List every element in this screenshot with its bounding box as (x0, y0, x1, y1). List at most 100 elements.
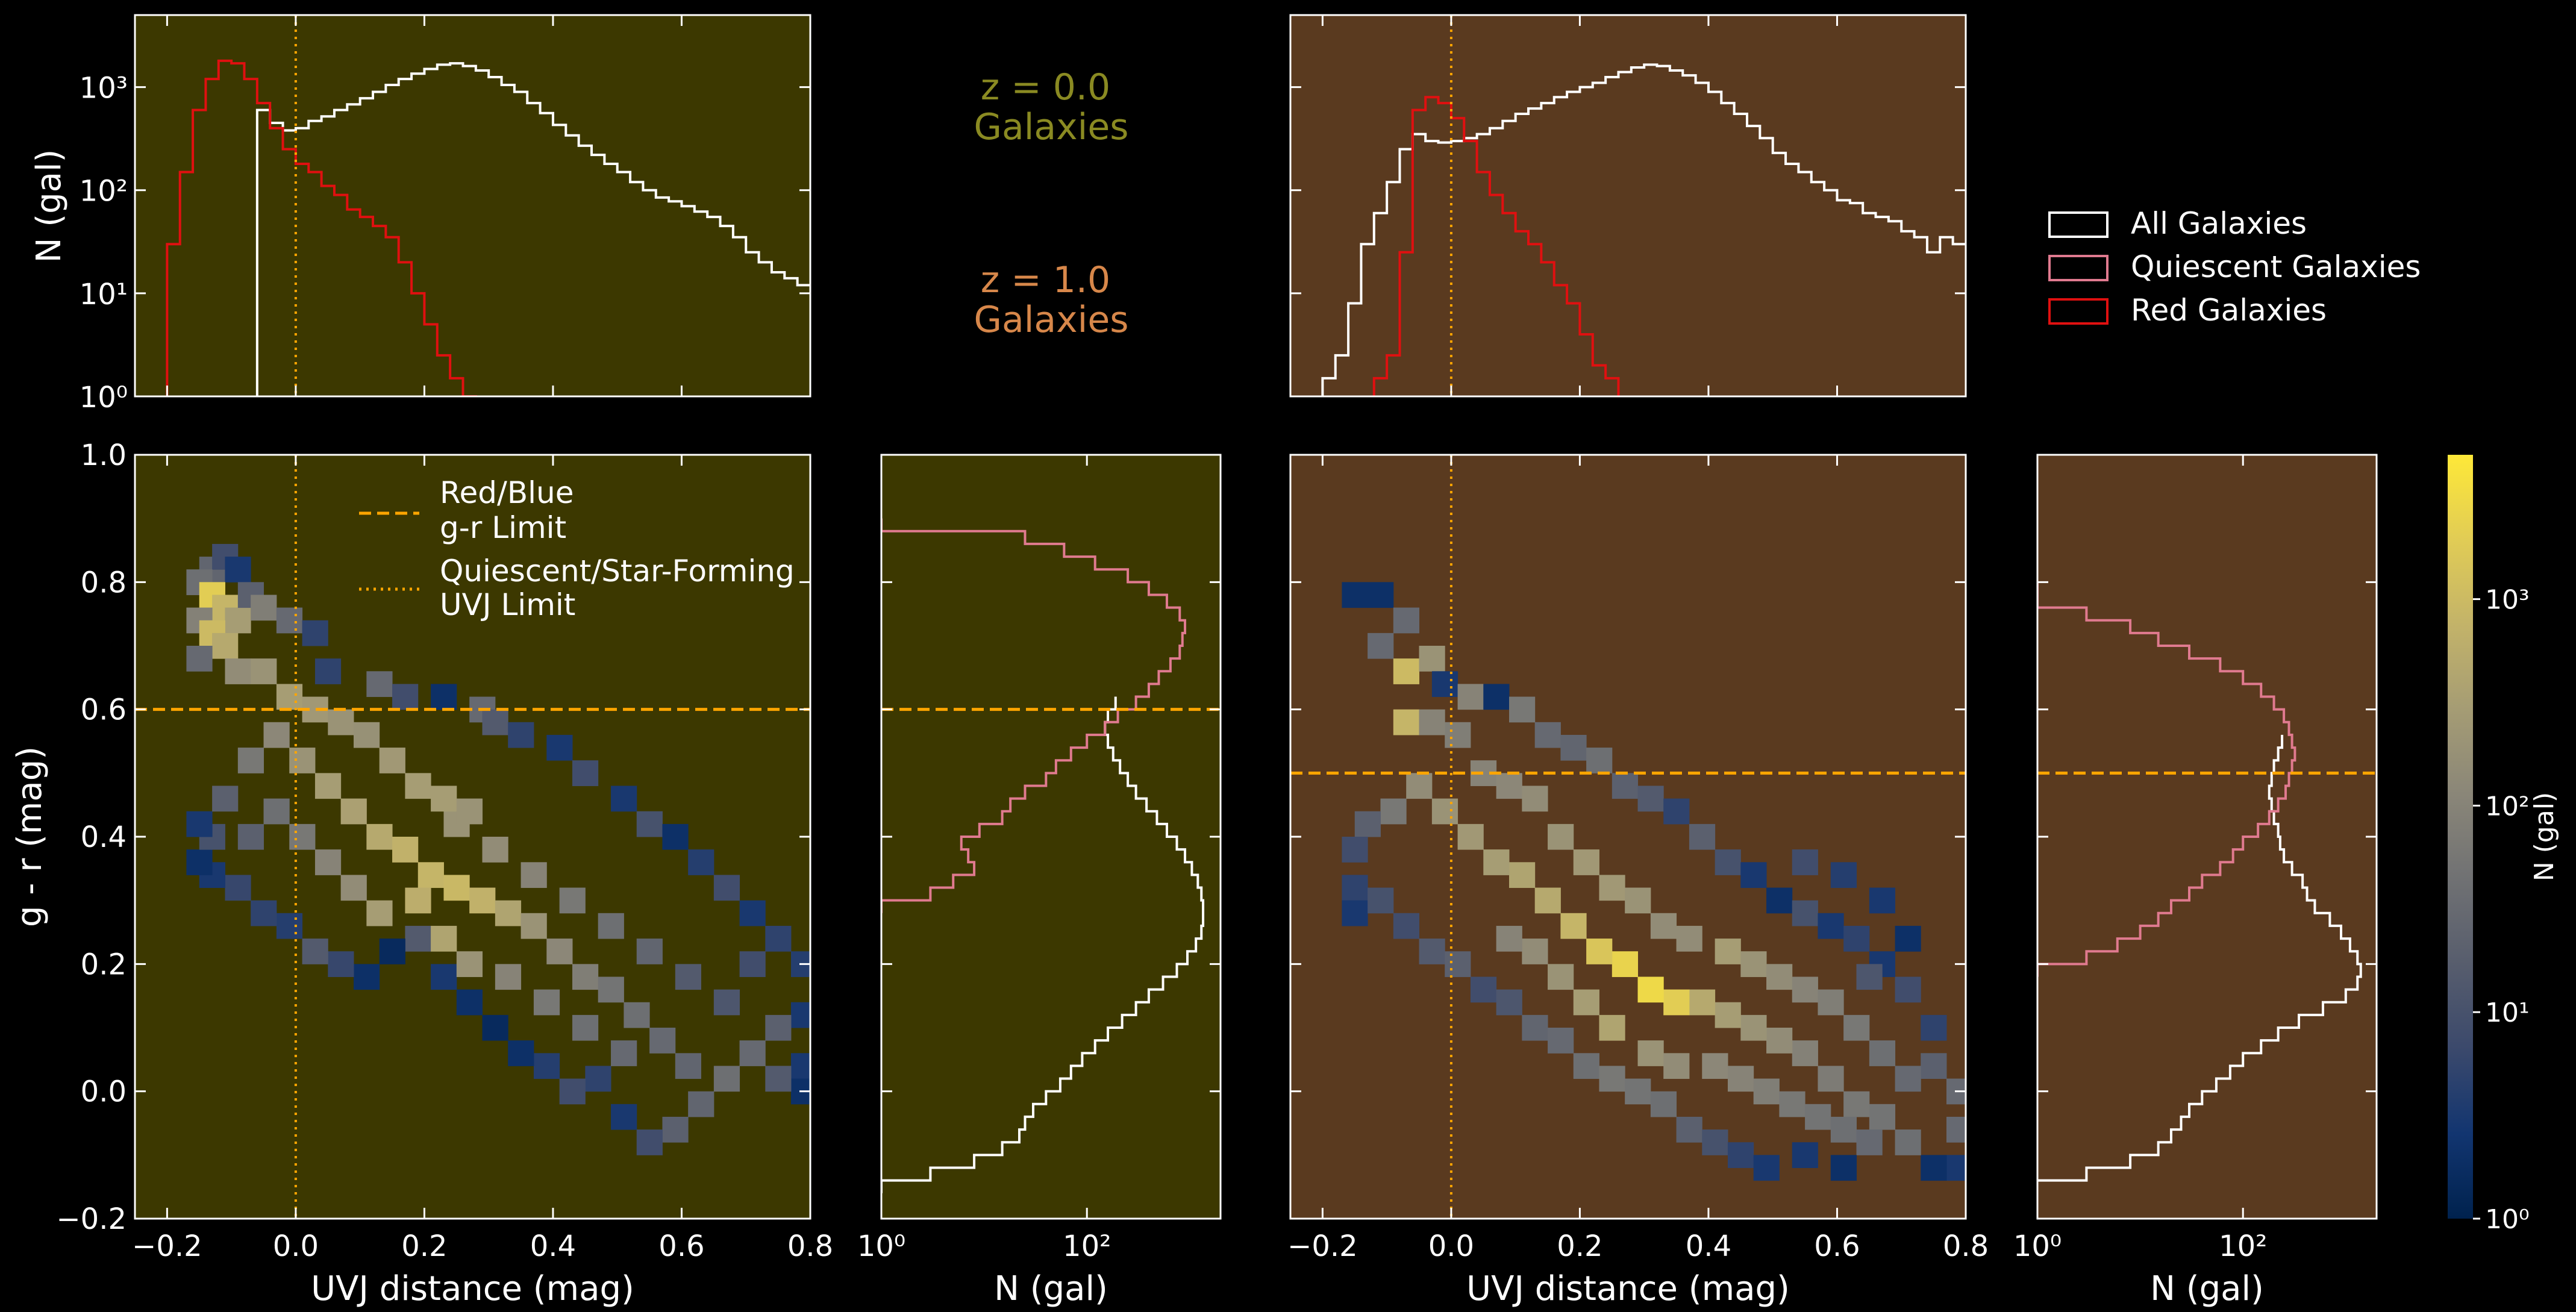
heatmap-cell (251, 900, 277, 926)
heatmap-cell (790, 1002, 810, 1028)
heatmap-cell (1393, 913, 1420, 939)
heatmap-cell (1522, 786, 1548, 812)
gr-histogram-z1: 10⁰ 10² N (gal) (2013, 454, 2378, 1308)
y-tick-label: 10¹ (80, 278, 128, 311)
heatmap-cell (1895, 1066, 1921, 1092)
heatmap-cell (1715, 1002, 1741, 1028)
heatmap-cell (521, 862, 547, 889)
uvj-histogram-z0: 10⁰ 10¹ 10² 10³ (80, 14, 811, 414)
heatmap-cell (1342, 837, 1368, 863)
heatmap-cell (1766, 887, 1793, 914)
heatmap-cell (1419, 939, 1445, 964)
x-tick-label: 0.4 (1686, 1229, 1731, 1263)
heatmap-cell (276, 684, 303, 710)
uvj-hist-y-axis-label: N (gal) (30, 149, 69, 263)
heatmap-cell (1856, 1129, 1883, 1155)
heatmap-cell (1470, 976, 1497, 1003)
heatmap-cell (392, 837, 419, 863)
heatmap-cell (263, 798, 290, 825)
axes-frame (134, 454, 811, 1220)
heatmap-cell (1766, 964, 1793, 990)
heatmap-cell (1818, 989, 1844, 1016)
heatmap-cell (1895, 925, 1921, 952)
heatmap-cell (624, 1002, 650, 1028)
colorbar-fill (2448, 455, 2473, 1219)
heatmap-cell (456, 951, 483, 977)
z0-label-line1: z = 0.0 (981, 66, 1110, 108)
heatmap-cell (1431, 671, 1458, 698)
x-tick-label: 0.8 (787, 1229, 833, 1263)
heatmap-cell (1573, 849, 1599, 875)
z1-label: z = 1.0 Galaxies (974, 259, 1128, 341)
plot-content (135, 455, 810, 1219)
heatmap-cell (1508, 696, 1536, 723)
heatmap-cell (1560, 913, 1587, 939)
x-tick-label: 0.6 (1814, 1229, 1860, 1263)
heatmap-cell (1676, 925, 1702, 952)
heatmap-cell (186, 811, 213, 837)
heatmap-cell (662, 823, 689, 850)
heatmap-cell (263, 722, 290, 748)
heatmap-cell (431, 786, 457, 812)
heatmap-cell (1869, 887, 1896, 914)
heatmap-cell (533, 989, 560, 1016)
heatmap-cell (636, 939, 663, 964)
plot-area (1290, 15, 1966, 396)
heatmap-cell (1445, 722, 1471, 748)
heatmap-cell (508, 1040, 534, 1066)
heatmap-cell (1457, 823, 1484, 850)
colorbar-tick-label: 10¹ (2485, 998, 2530, 1028)
hist-line-all-galaxies (881, 696, 1205, 1193)
heatmap-cell (662, 1116, 689, 1143)
axes-frame (1289, 14, 1967, 398)
z1-label-line2: Galaxies (974, 299, 1128, 341)
heatmap-cell (1946, 1155, 1966, 1181)
heatmap-cell (225, 557, 251, 583)
heatmap-cell (1689, 823, 1716, 850)
axes-frame (880, 454, 1222, 1220)
plot-content (1321, 15, 1966, 396)
heatmap-cell (1548, 823, 1574, 850)
heatmap-cell (353, 722, 380, 748)
heatmap-cell (314, 658, 342, 684)
x-axis-label: UVJ distance (mag) (1466, 1269, 1790, 1308)
heatmap-cell (456, 798, 483, 825)
heatmap-cell (649, 1028, 676, 1054)
heatmap-cell (237, 823, 264, 850)
heatmap-cell (1419, 709, 1445, 736)
x-tick-label: 10⁰ (2013, 1229, 2062, 1263)
heatmap-cell (1779, 1091, 1805, 1117)
heatmap-cell (598, 913, 624, 939)
heatmap-cell (1818, 913, 1844, 939)
heatmap-cell (1625, 1078, 1651, 1105)
heatmap-cell (1534, 887, 1561, 914)
x-tick-label: 0.6 (658, 1229, 704, 1263)
heatmap-cell (559, 1078, 586, 1105)
heatmap-cell (713, 989, 740, 1016)
heatmap-cell (1534, 722, 1561, 748)
heatmap-cell (1715, 849, 1741, 875)
x-tick-label: −0.2 (1287, 1229, 1358, 1263)
heatmap-cell (1830, 862, 1857, 889)
heatmap-cell (765, 1014, 792, 1041)
heatmap-cell (495, 964, 522, 990)
heatmap-cell (431, 684, 457, 710)
heatmap-cell (1483, 684, 1510, 710)
heatmap-cell (585, 1066, 611, 1092)
heatmap-cell (1342, 875, 1368, 901)
heatmap-cell (1573, 989, 1599, 1016)
heatmap-cell (572, 760, 599, 786)
heatmap-cell (289, 748, 316, 773)
heatmap-cell (1895, 976, 1921, 1003)
heatmap-cell (572, 964, 599, 990)
heatmap-cell (1496, 989, 1522, 1016)
heatmap-cell (495, 900, 522, 926)
heatmap-cell (1637, 786, 1664, 812)
heatmap-cell (1599, 875, 1625, 901)
heatmap-cell (1368, 582, 1394, 608)
heatmap-cell (392, 684, 419, 710)
heatmap-cell (456, 989, 483, 1016)
heatmap-cell (1702, 1053, 1728, 1079)
heatmap-cell (1921, 1053, 1947, 1079)
color-uvj-heatmap-z0: −0.2 0.0 0.2 0.4 0.6 0.8 −0.2 0.0 0.2 0.4 0.6 0.8 1.… (56, 439, 833, 1308)
